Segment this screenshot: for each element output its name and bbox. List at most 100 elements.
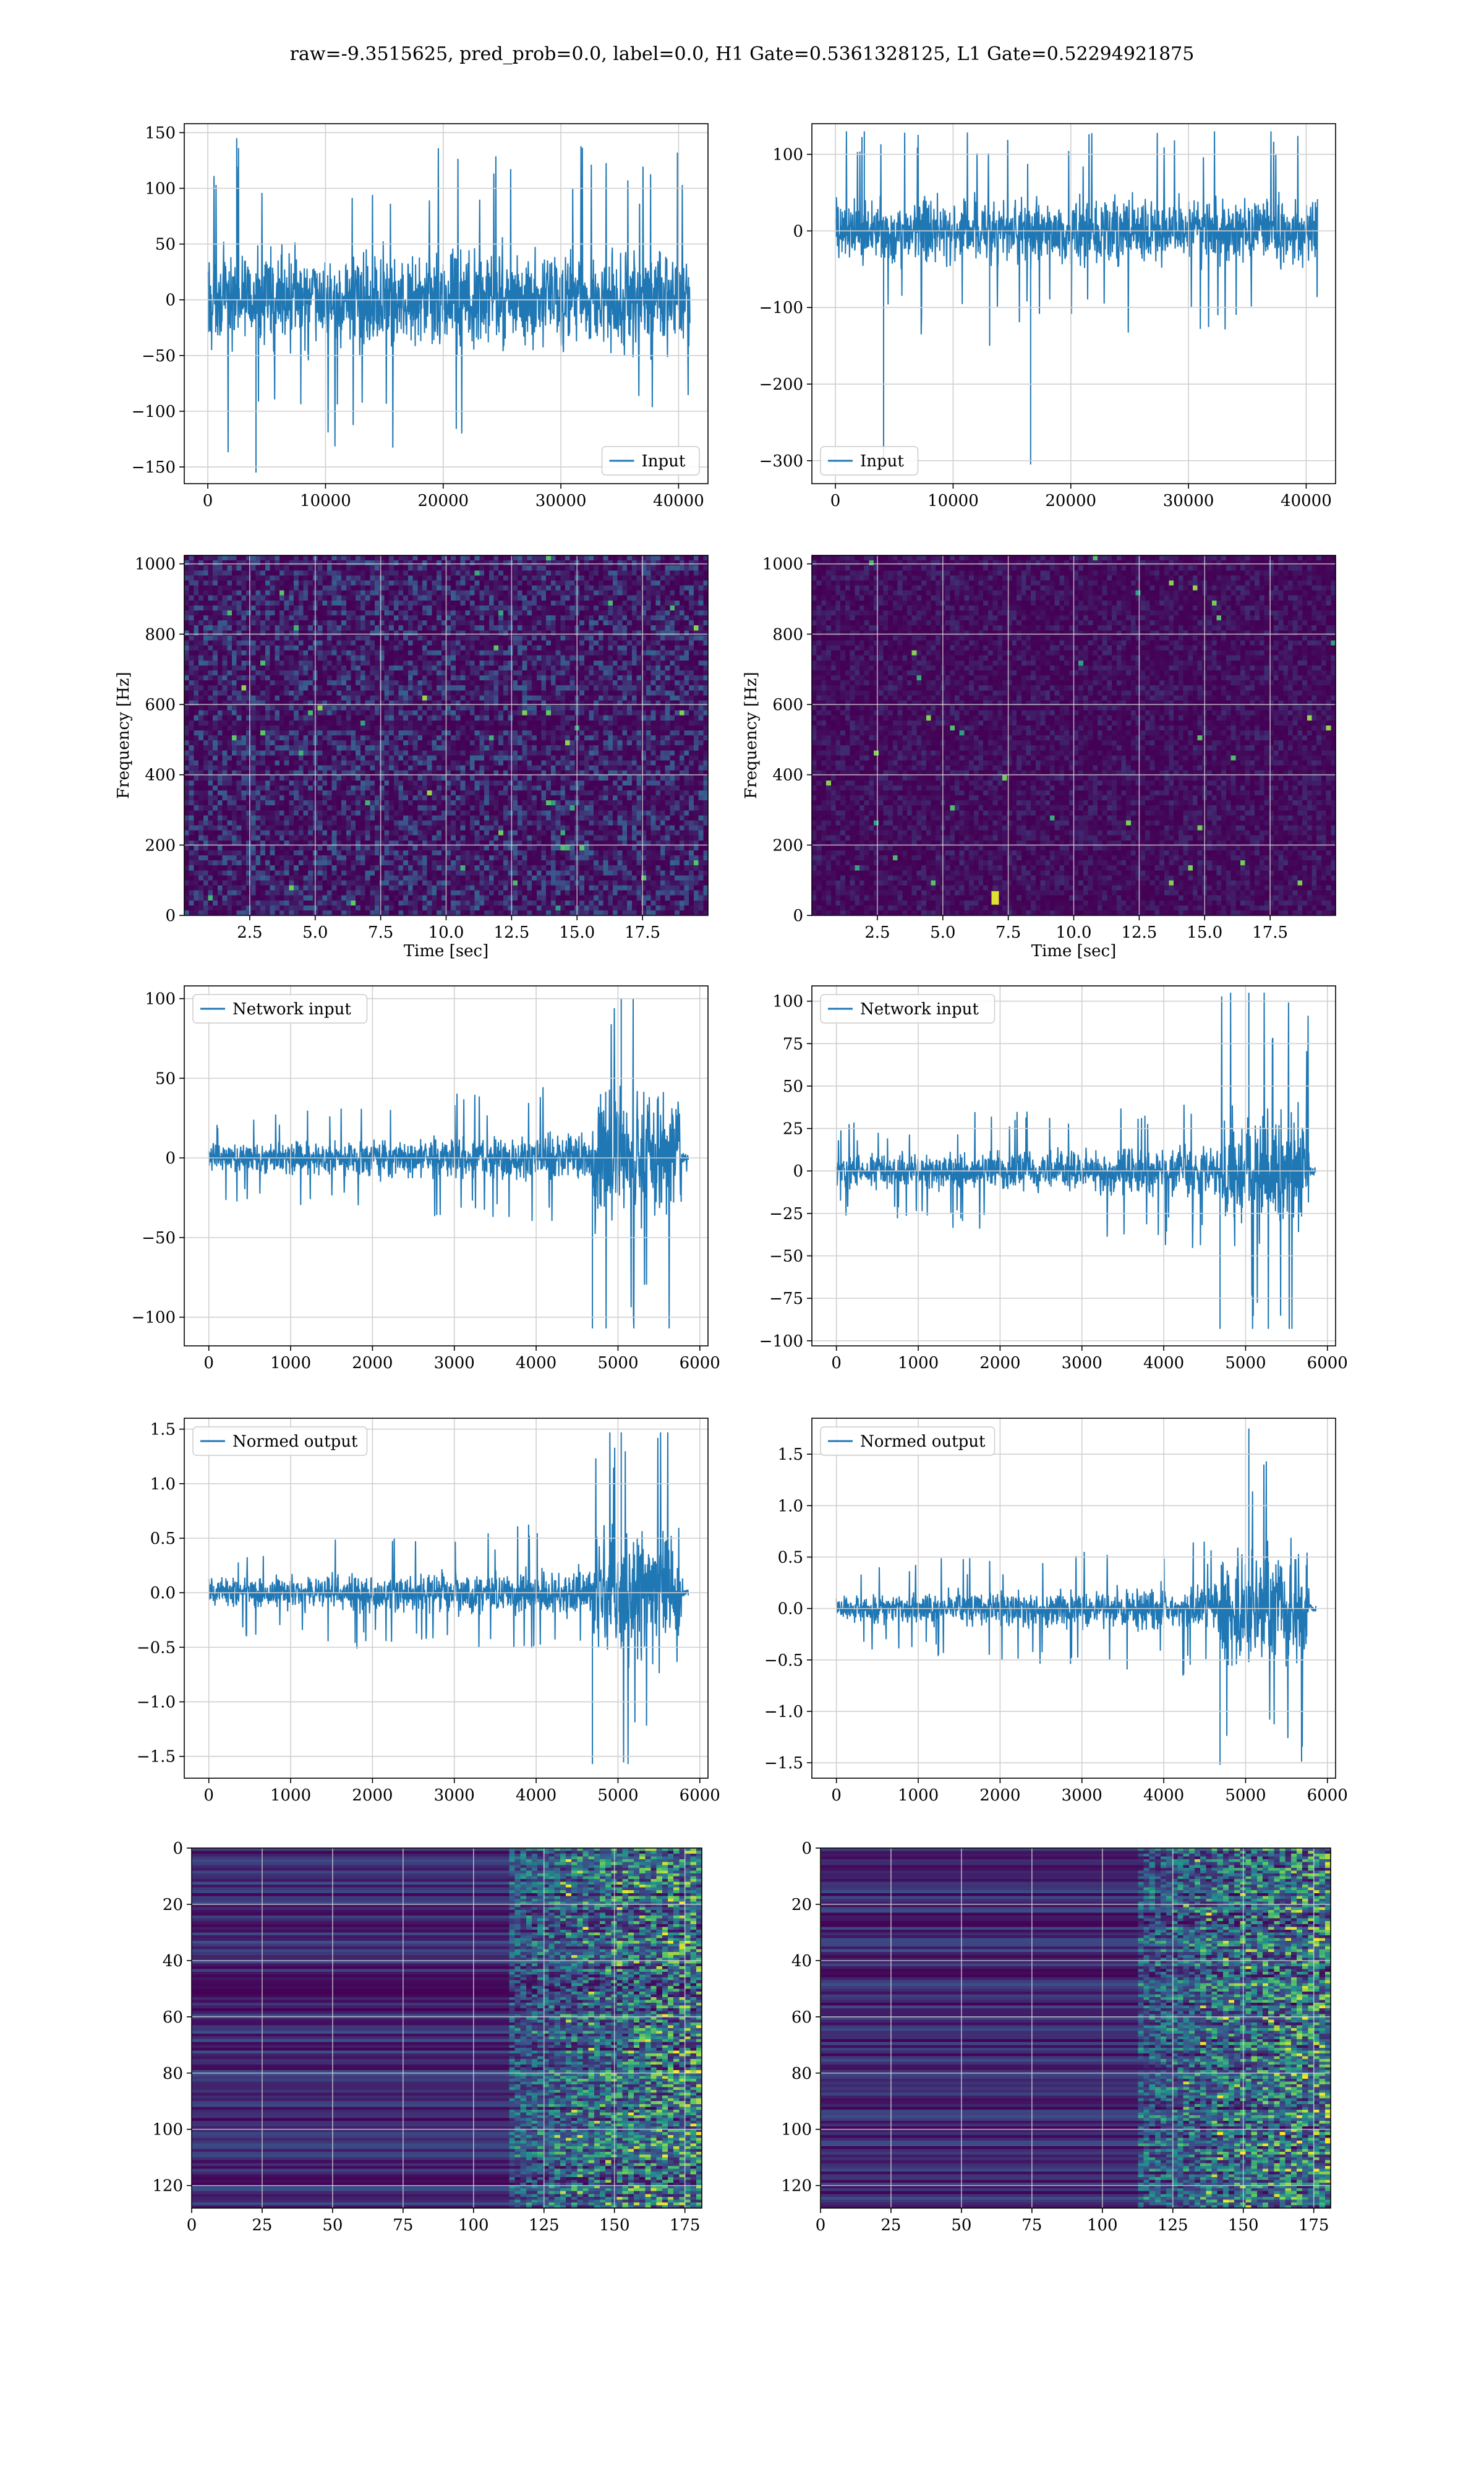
legend-label: Normed output: [232, 1432, 358, 1451]
plot-area: [812, 124, 1336, 484]
x-tick-label: 15.0: [1187, 923, 1222, 942]
x-tick-label: 1000: [898, 1354, 939, 1372]
x-tick-label: 3000: [434, 1786, 475, 1805]
y-tick-label: −1.5: [764, 1754, 803, 1773]
chart-network-input-h1: 0 1000 2000 3000 4000 5000 6000 −100 −50 0 50 100 Ne…: [132, 985, 720, 1372]
axes-frame: [811, 985, 1336, 1346]
legend: Input: [601, 446, 700, 476]
x-tick-label: 0: [203, 492, 213, 510]
chart-input-l1: 0 10000 20000 30000 40000 −300 −200 −100 0 100 Inp…: [759, 123, 1336, 510]
x-tick-label: 150: [599, 2216, 630, 2235]
x-tick-label: 5000: [597, 1786, 638, 1805]
chart-input-h1: 0 10000 20000 30000 40000 −150 −100 −50 0 50 100 15…: [132, 123, 709, 510]
x-tick-label: 12.5: [493, 923, 529, 942]
figure-title: raw=-9.3515625, pred_prob=0.0, label=0.0…: [0, 43, 1484, 65]
x-axis-label: Time [sec]: [404, 942, 489, 961]
x-tick-label: 50: [322, 2216, 343, 2235]
y-tick-label: 200: [145, 836, 176, 855]
legend-box: [820, 994, 996, 1024]
y-tick-label: −75: [769, 1290, 803, 1308]
x-tick-label: 40000: [1281, 492, 1332, 510]
legend-label: Input: [642, 452, 686, 471]
x-tick-label: 6000: [680, 1786, 720, 1805]
x-tick-label: 10000: [927, 492, 979, 510]
y-tick-label: −0.5: [137, 1638, 176, 1657]
x-tick-label: 0: [816, 2216, 826, 2235]
x-tick-label: 5000: [1225, 1786, 1266, 1805]
x-tick-label: 5.0: [930, 923, 955, 942]
x-tick-label: 175: [1298, 2216, 1329, 2235]
axes-frame: [184, 985, 709, 1346]
x-tick-label: 0: [831, 1354, 842, 1372]
feature-map-cells: [821, 1848, 1331, 2209]
axes-frame: [184, 1418, 709, 1779]
legend-label: Network input: [232, 1000, 351, 1019]
x-tick-label: 3000: [1062, 1786, 1102, 1805]
legend-box: [820, 1426, 996, 1456]
x-tick-label: 30000: [535, 492, 587, 510]
y-tick-label: −300: [759, 452, 803, 471]
x-tick-label: 75: [393, 2216, 413, 2235]
x-tick-label: 5000: [597, 1354, 638, 1372]
y-tick-label: −100: [759, 299, 803, 317]
x-tick-label: 4000: [1143, 1786, 1184, 1805]
x-tick-label: 20000: [417, 492, 469, 510]
x-tick-label: 25: [881, 2216, 901, 2235]
chart-feature-map-h1: 0 25 50 75 100 125 150 175 0 20 40 60 80 100 120: [152, 1839, 702, 2235]
x-tick-label: 2000: [979, 1354, 1020, 1372]
y-tick-label: 0.5: [150, 1530, 176, 1548]
y-tick-label: 80: [791, 2065, 812, 2083]
series-line: [835, 1428, 1317, 1765]
legend: Input: [820, 446, 919, 476]
series-line: [207, 138, 691, 473]
x-tick-label: 12.5: [1121, 923, 1157, 942]
y-tick-label: 600: [145, 696, 176, 714]
y-tick-label: 150: [145, 124, 176, 142]
legend-box: [192, 994, 368, 1024]
x-tick-label: 3000: [434, 1354, 475, 1372]
y-tick-label: 20: [791, 1896, 812, 1914]
y-tick-label: 400: [772, 766, 803, 785]
y-tick-label: 0: [801, 1839, 812, 1858]
x-tick-label: 0: [830, 492, 841, 510]
y-tick-label: −0.5: [764, 1651, 803, 1670]
x-tick-label: 50: [951, 2216, 971, 2235]
x-tick-label: 2000: [979, 1786, 1020, 1805]
x-tick-label: 20000: [1045, 492, 1096, 510]
chart-normed-output-h1: 0 1000 2000 3000 4000 5000 6000 −1.5 −1.0 −0.5 0.0…: [137, 1418, 720, 1805]
y-tick-label: 60: [791, 2008, 812, 2027]
x-tick-label: 125: [1158, 2216, 1188, 2235]
series-line: [835, 131, 1318, 464]
y-tick-label: −150: [132, 458, 176, 477]
y-tick-label: 1000: [762, 555, 803, 574]
y-tick-label: 0.0: [150, 1584, 176, 1603]
y-tick-label: 50: [783, 1077, 803, 1096]
x-tick-label: 4000: [516, 1786, 556, 1805]
y-tick-label: 0: [165, 907, 176, 925]
x-tick-label: 75: [1021, 2216, 1042, 2235]
y-tick-label: 80: [163, 2065, 183, 2083]
y-tick-label: −100: [759, 1332, 803, 1351]
chart-spectrogram-l1: 2.5 5.0 7.5 10.0 12.5 15.0 17.5 0 200 400 600 800 10…: [742, 555, 1336, 961]
legend-label: Normed output: [860, 1432, 986, 1451]
y-tick-label: 40: [163, 1952, 183, 1971]
y-tick-label: 800: [772, 625, 803, 644]
axes-frame: [191, 1847, 702, 2209]
y-tick-label: 0.5: [778, 1548, 803, 1567]
x-tick-label: 25: [252, 2216, 272, 2235]
x-tick-label: 17.5: [625, 923, 660, 942]
legend: Normed output: [192, 1426, 368, 1456]
legend: Network input: [820, 994, 996, 1024]
legend-label: Network input: [860, 1000, 979, 1019]
y-tick-label: 100: [772, 993, 803, 1011]
y-tick-label: 120: [152, 2177, 183, 2196]
x-tick-label: 17.5: [1252, 923, 1288, 942]
y-tick-label: 40: [791, 1952, 812, 1971]
y-tick-label: 120: [781, 2177, 812, 2196]
x-tick-label: 0: [187, 2216, 197, 2235]
axes-frame: [184, 123, 709, 484]
axes-frame: [811, 1418, 1336, 1779]
y-tick-label: −25: [769, 1205, 803, 1223]
